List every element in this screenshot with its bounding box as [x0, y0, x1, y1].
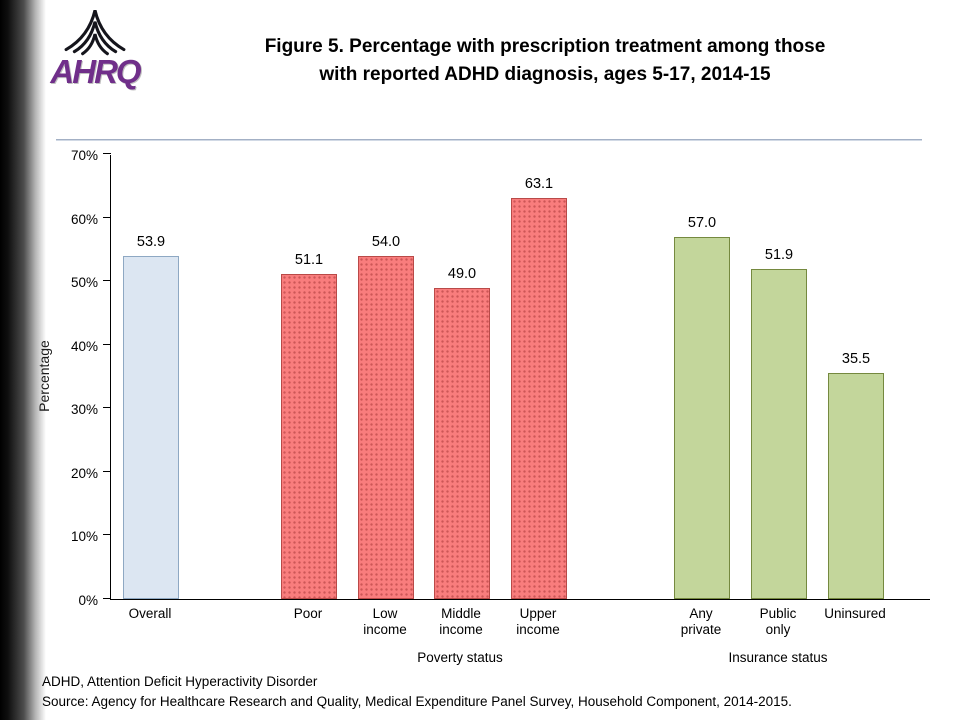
bar-value-uninsured: 35.5: [841, 351, 871, 368]
y-tick-label-50: 50%: [70, 275, 98, 291]
y-axis-tick-labels: 0% 10% 20% 30% 40% 50% 60% 70%: [58, 148, 104, 608]
y-tick-mark-60: [103, 216, 111, 218]
chart-title-line2: with reported ADHD diagnosis, ages 5-17,…: [319, 64, 771, 85]
y-tick-mark-30: [103, 407, 111, 409]
bar-uninsured: [828, 373, 884, 599]
footnote-adhd-definition: ADHD, Attention Deficit Hyperactivity Di…: [42, 674, 318, 689]
bar-public-only: [751, 269, 807, 599]
category-label-overall: Overall: [128, 606, 172, 621]
bar-value-public-only: 51.9: [764, 247, 794, 264]
footnote-source: Source: Agency for Healthcare Research a…: [42, 694, 792, 709]
bar-value-poor: 51.1: [294, 252, 324, 269]
y-tick-label-70: 70%: [70, 148, 98, 163]
eagle-icon: [64, 9, 126, 56]
x-axis-category-labels: Overall Poor Low income Middle income Upper …: [110, 606, 930, 650]
bar-poor: [281, 274, 337, 599]
y-axis-title: Percentage: [36, 340, 52, 412]
bar-upper-income: [511, 197, 567, 599]
bar-value-upper-income: 63.1: [524, 175, 554, 192]
y-tick-mark-50: [103, 280, 111, 282]
category-label-poor: Poor: [293, 606, 323, 621]
left-gradient-bar: [0, 0, 46, 720]
y-tick-label-30: 30%: [70, 402, 98, 418]
category-label-middle-income: Middle income: [439, 606, 483, 637]
footnotes: ADHD, Attention Deficit Hyperactivity Di…: [42, 672, 792, 712]
y-tick-label-0: 0%: [78, 593, 98, 608]
plot-area: 53.9 51.1 54.0 49.0 63.1 57.0 51.9 35.5: [103, 153, 930, 600]
ahrq-logo-text: AHRQ: [50, 53, 141, 90]
bar-value-low-income: 54.0: [371, 233, 401, 250]
y-tick-mark-70: [103, 153, 111, 154]
y-tick-label-60: 60%: [70, 211, 98, 227]
bar-overall: [123, 256, 179, 599]
y-tick-mark-10: [103, 534, 111, 536]
y-tick-mark-0: [103, 598, 111, 599]
bar-low-income: [358, 255, 414, 599]
category-label-any-private: Any private: [680, 606, 722, 637]
y-tick-mark-20: [103, 470, 111, 472]
group-labels: Poverty status Insurance status: [110, 650, 930, 668]
header-divider: [56, 139, 922, 141]
category-label-upper-income: Upper income: [516, 606, 560, 637]
bar-any-private: [674, 236, 730, 599]
group-label-insurance-status: Insurance status: [728, 650, 828, 665]
bar-middle-income: [434, 287, 490, 599]
y-tick-label-40: 40%: [70, 338, 98, 354]
chart-title: Figure 5. Percentage with prescription t…: [170, 33, 920, 89]
chart-title-line1: Figure 5. Percentage with prescription t…: [264, 36, 826, 57]
bar-value-middle-income: 49.0: [447, 265, 477, 282]
y-tick-label-20: 20%: [70, 465, 98, 481]
y-tick-label-10: 10%: [70, 529, 98, 545]
category-label-low-income: Low income: [363, 606, 407, 637]
ahrq-logo: AHRQ: [36, 4, 154, 106]
group-label-poverty-status: Poverty status: [417, 650, 503, 665]
bar-value-any-private: 57.0: [687, 214, 717, 231]
y-tick-mark-40: [103, 343, 111, 345]
category-label-public-only: Public only: [759, 606, 797, 637]
category-label-uninsured: Uninsured: [824, 606, 886, 621]
bar-value-overall: 53.9: [136, 234, 166, 251]
